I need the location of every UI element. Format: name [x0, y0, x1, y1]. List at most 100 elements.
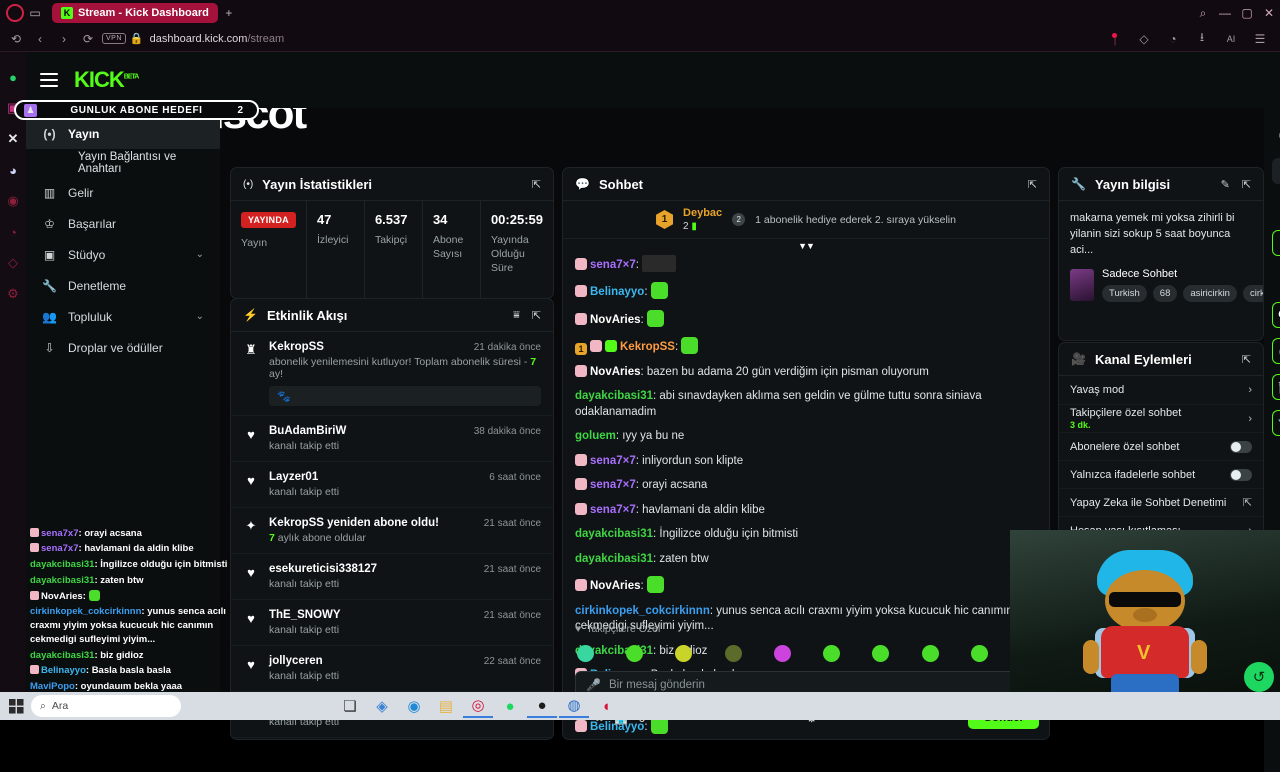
activity-row[interactable]: ✦KekropSS yeniden abone oldu!21 saat önc…	[231, 508, 553, 554]
profile-icon[interactable]: ◔	[1163, 29, 1183, 49]
cloud-icon[interactable]: ◇	[1134, 29, 1154, 49]
pinboard-icon[interactable]: ◇	[4, 254, 22, 272]
steam-icon[interactable]: ◍	[559, 694, 589, 718]
channel-action-item[interactable]: Yavaş mod›	[1059, 376, 1263, 404]
emote-button[interactable]	[577, 645, 594, 662]
ai-icon[interactable]: AI	[1221, 29, 1241, 49]
chat-username[interactable]: Belinayyo	[590, 286, 644, 298]
sidebar-item-droplar[interactable]: ⇩ Droplar ve ödüller	[26, 332, 220, 363]
emote-button[interactable]	[971, 645, 988, 662]
activity-username[interactable]: KekropSS yeniden abone oldu!	[269, 517, 439, 529]
lightning-icon[interactable]: ⚡	[1272, 230, 1280, 256]
sidebar-item-yayin[interactable]: (•) Yayın	[26, 118, 220, 149]
emote-button[interactable]	[774, 645, 791, 662]
menu-toggle-icon[interactable]	[40, 73, 58, 87]
sidebar-item-basarilar[interactable]: ♔ Başarılar	[26, 208, 220, 239]
stream-tag[interactable]: asiricirkin	[1183, 285, 1237, 302]
discord-icon[interactable]: ◕	[4, 161, 22, 179]
chat-icon[interactable]: 💬	[1272, 302, 1280, 328]
spotify-icon[interactable]: ●	[495, 694, 525, 718]
chat-username[interactable]: sena7×7	[590, 504, 636, 516]
edit-icon[interactable]: ✎	[1221, 178, 1230, 191]
emote-button[interactable]	[922, 645, 939, 662]
activity-username[interactable]: jollyceren	[269, 655, 323, 667]
sidebar-item-stream-key[interactable]: Yayın Bağlantısı ve Anahtarı	[26, 149, 220, 177]
emote-button[interactable]	[823, 645, 840, 662]
chat-username[interactable]: sena7×7	[590, 455, 636, 467]
windows-start-icon[interactable]	[3, 694, 29, 718]
stream-tag[interactable]: 68	[1153, 285, 1178, 302]
clips-icon[interactable]: 🎬	[1272, 374, 1280, 400]
stream-tag[interactable]: Turkish	[1102, 285, 1147, 302]
expand-icon[interactable]: ⇱	[532, 309, 541, 322]
history-icon[interactable]: ◔	[4, 223, 22, 241]
gift-leaderboard-bar[interactable]: 1 Deybac 2 ▮ 2 1 abonelik hediye ederek …	[563, 201, 1049, 239]
weather-widget[interactable]	[183, 694, 333, 718]
emote-quick-bar[interactable]	[563, 639, 1050, 667]
notes-icon[interactable]: ▤	[1272, 266, 1280, 292]
expand-icon[interactable]: ⇱	[532, 178, 541, 191]
whatsapp-icon[interactable]: ●	[4, 68, 22, 86]
downloads-icon[interactable]: ⭳	[1192, 29, 1212, 49]
dots-icon[interactable]: ⁘	[1272, 446, 1280, 472]
sidebar-item-topluluk[interactable]: 👥 Topluluk ⌄	[26, 301, 220, 332]
close-button[interactable]: ✕	[1258, 2, 1280, 24]
explorer-icon[interactable]: ◈	[367, 694, 397, 718]
floating-action-button[interactable]: ↺	[1244, 662, 1274, 692]
chat-username[interactable]: dayakcibasi31	[575, 528, 653, 540]
info-icon[interactable]: ⓘ	[1272, 122, 1280, 148]
activity-username[interactable]: ThE_SNOWY	[269, 609, 341, 621]
new-tab-button[interactable]: +	[218, 2, 240, 24]
task-view-icon[interactable]: ❏	[335, 694, 365, 718]
activity-username[interactable]: KekropSS	[269, 341, 324, 353]
address-bar[interactable]: 🔒 dashboard.kick.com/stream	[130, 32, 1101, 45]
back-button[interactable]: ‹	[30, 29, 50, 49]
edge-icon[interactable]: ◉	[399, 694, 429, 718]
chat-username[interactable]: cirkinkopek_cokcirkinnn	[575, 605, 710, 617]
chat-username[interactable]: goluem	[575, 430, 616, 442]
filter-icon[interactable]: ⩸	[513, 309, 520, 322]
chat-username[interactable]: NovAries	[590, 366, 641, 378]
wrench-icon[interactable]: 🔧	[1272, 410, 1280, 436]
player-icon[interactable]: ◉	[4, 192, 22, 210]
kick-logo[interactable]: KICKBETA	[74, 67, 138, 93]
browser-tab[interactable]: K Stream - Kick Dashboard	[52, 3, 218, 23]
taskbar-search-box[interactable]: ⌕ Ara	[31, 695, 181, 717]
emote-button[interactable]	[725, 645, 742, 662]
chat-username[interactable]: sena7×7	[590, 259, 636, 271]
x-icon[interactable]: ✕	[4, 130, 22, 148]
sidebar-item-denetleme[interactable]: 🔧 Denetleme	[26, 270, 220, 301]
expand-icon[interactable]: ⇱	[1028, 178, 1037, 191]
chat-username[interactable]: sena7×7	[590, 479, 636, 491]
toggle-switch[interactable]	[1230, 469, 1252, 481]
reload-button[interactable]: ⟳	[78, 29, 98, 49]
chat-username[interactable]: dayakcibasi31	[575, 553, 653, 565]
emote-button[interactable]	[872, 645, 889, 662]
forward-button[interactable]: ›	[54, 29, 74, 49]
app-icon[interactable]: ◖	[591, 694, 621, 718]
settings-icon[interactable]: ⚙	[4, 285, 22, 303]
maximize-button[interactable]: ▢	[1236, 2, 1258, 24]
channel-action-item[interactable]: Yapay Zeka ile Sohbet Denetimi⇱	[1059, 488, 1263, 516]
mic-icon[interactable]: 🎤	[586, 678, 601, 692]
pencil-icon[interactable]: ✎	[1272, 158, 1280, 184]
titlebar-search-icon[interactable]: ⌕	[1192, 2, 1214, 24]
sync-icon[interactable]: ⟲	[6, 29, 26, 49]
vpn-badge[interactable]: VPN	[102, 33, 126, 44]
external-link-icon[interactable]: ⇱	[1243, 496, 1252, 509]
expand-icon[interactable]: ⇱	[1242, 178, 1251, 191]
chat-username[interactable]: dayakcibasi31	[575, 390, 653, 402]
activity-username[interactable]: Layzer01	[269, 471, 318, 483]
obs-icon[interactable]: ●	[527, 694, 557, 718]
minimize-button[interactable]: —	[1214, 2, 1236, 24]
channel-action-item[interactable]: Abonelere özel sohbet	[1059, 432, 1263, 460]
folder-icon[interactable]: ▤	[431, 694, 461, 718]
expand-icon[interactable]: ⇱	[1242, 353, 1251, 366]
